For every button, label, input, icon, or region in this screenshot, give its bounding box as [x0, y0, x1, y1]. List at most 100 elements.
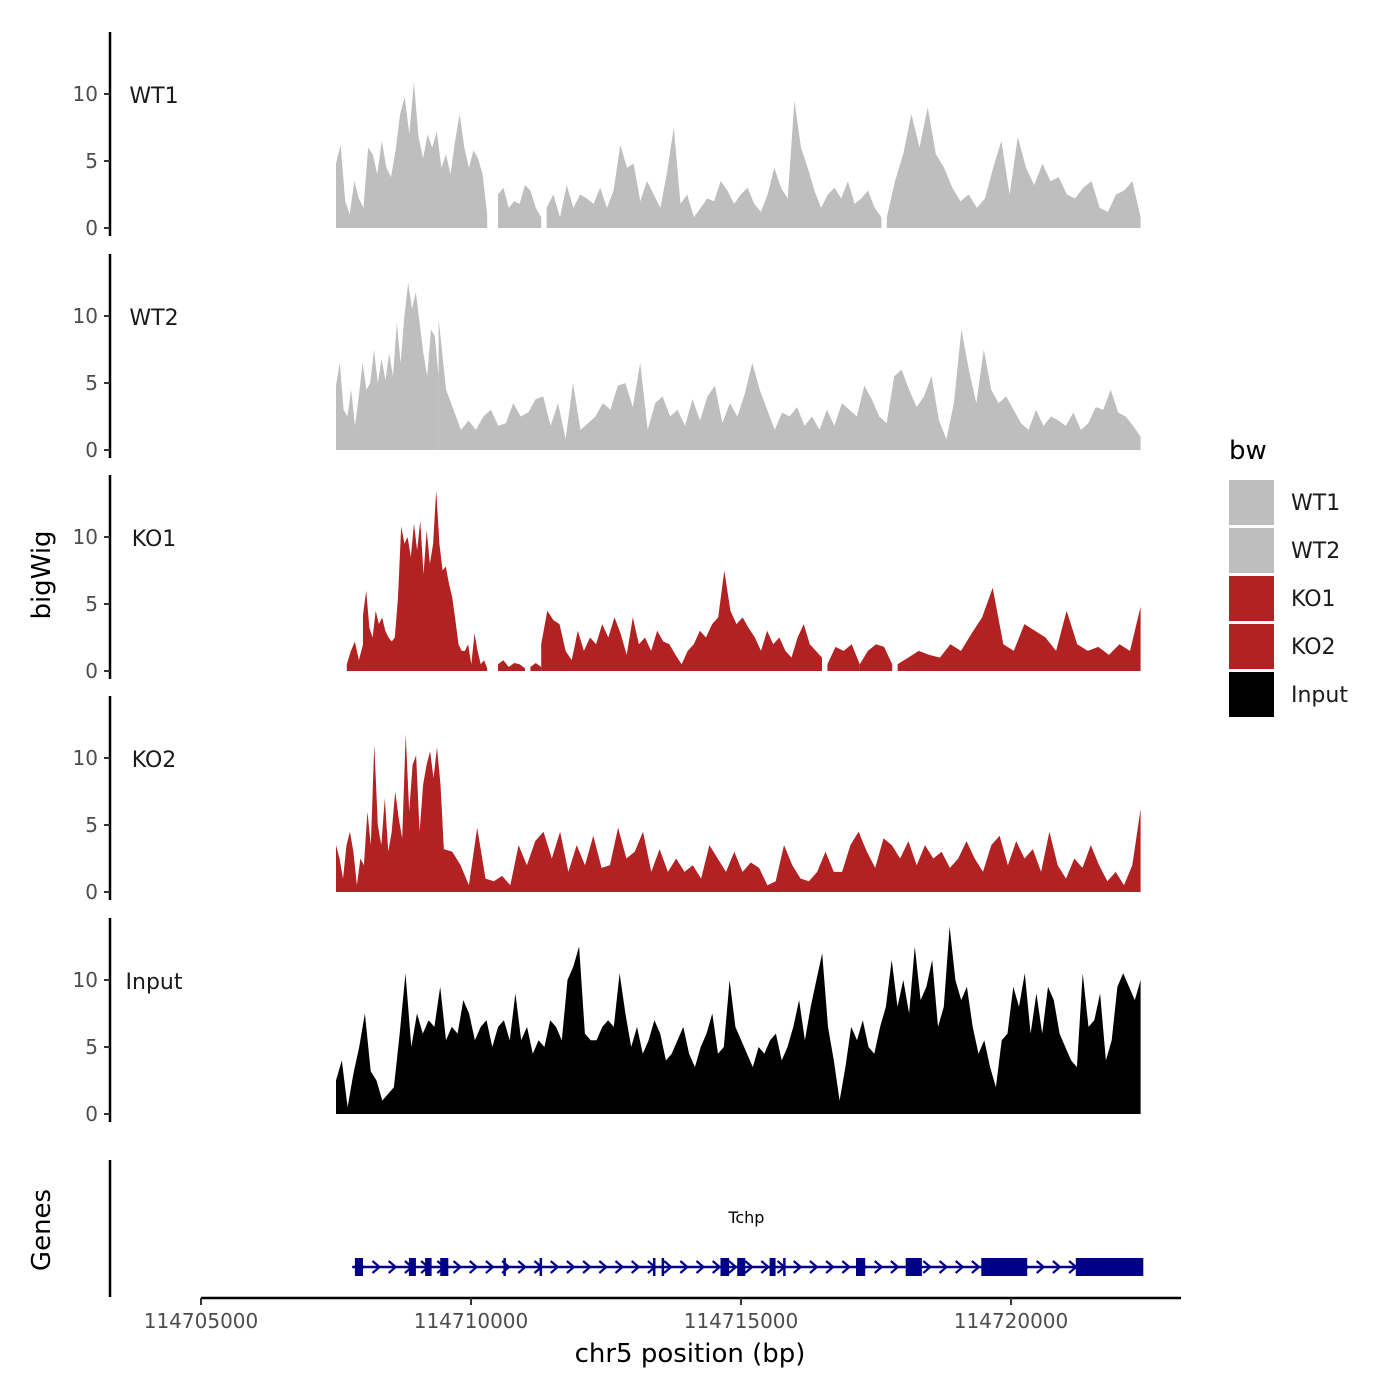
track-label-ko2: KO2 [132, 748, 177, 773]
x-tick-label-3: 114720000 [954, 1309, 1069, 1333]
x-tick-label-0: 114705000 [144, 1309, 259, 1333]
signal-area-wt1-1 [498, 185, 542, 228]
signal-area-ko1-6 [859, 644, 893, 671]
legend-swatch-ko2 [1229, 624, 1274, 669]
strand-arrow [630, 1260, 641, 1274]
x-tick-label-2: 114715000 [684, 1309, 799, 1333]
y-tick-label-wt2-5: 5 [85, 371, 98, 395]
strand-arrow [1035, 1260, 1046, 1274]
strand-arrow [711, 1260, 722, 1274]
track-ko2: 0 5 10 KO2 [73, 696, 1141, 904]
y-tick-label-wt2-0: 0 [85, 438, 98, 462]
exon-7 [652, 1258, 656, 1276]
signal-area-ko1-0 [346, 641, 363, 671]
signal-area-ko1-7 [897, 587, 1141, 671]
legend-label-ko1: KO1 [1291, 587, 1336, 612]
strand-arrow [582, 1260, 592, 1274]
strand-arrow [873, 1260, 884, 1274]
track-label-wt2: WT2 [129, 306, 178, 331]
signal-area-ko1-4 [541, 570, 822, 671]
strand-arrow [679, 1260, 689, 1274]
y-tick-label-wt2-10: 10 [73, 304, 98, 328]
signal-area-ko2-0 [336, 733, 444, 892]
legend-swatch-wt1 [1229, 480, 1274, 525]
signal-area-input-0 [336, 926, 1141, 1114]
legend: bw WT1 WT2 KO1 KO2 Input [1229, 436, 1348, 717]
y-tick-label-ko2-0: 0 [85, 880, 98, 904]
strand-arrow [954, 1260, 965, 1274]
signal-area-ko1-1 [363, 490, 488, 671]
track-label-input: Input [126, 970, 183, 995]
y-tick-label-wt1-5: 5 [85, 149, 98, 173]
strand-arrow [549, 1260, 560, 1274]
strand-arrow [387, 1260, 398, 1274]
signal-area-wt2-0 [336, 282, 439, 450]
signal-area-ko1-5 [827, 644, 860, 671]
strand-arrow [517, 1260, 527, 1274]
strand-arrow [371, 1260, 382, 1274]
legend-label-wt1: WT1 [1291, 491, 1340, 516]
exon-3 [425, 1258, 432, 1276]
signal-area-wt1-0 [336, 81, 488, 229]
y-tick-label-input-5: 5 [85, 1035, 98, 1059]
strand-arrow [598, 1260, 608, 1274]
y-axis-title: bigWig [27, 530, 57, 619]
x-axis-title: chr5 position (bp) [575, 1339, 806, 1369]
gene-name-label: Tchp [727, 1208, 764, 1227]
track-input: 0 5 10 Input [73, 918, 1141, 1126]
x-tick-label-1: 114710000 [414, 1309, 529, 1333]
signal-tracks: 0 5 10 WT1 0 5 10 WT2 0 5 10 KO1 0 5 10 KO2 0 5 10 Input [73, 32, 1141, 1126]
track-wt2: 0 5 10 WT2 [73, 254, 1141, 462]
exon-1 [354, 1258, 363, 1276]
legend-swatch-ko1 [1229, 576, 1274, 621]
exon-14 [905, 1258, 922, 1276]
exon-4 [440, 1258, 449, 1276]
exon-9 [720, 1258, 730, 1276]
signal-area-ko1-2 [498, 660, 525, 671]
y-tick-label-input-0: 0 [85, 1102, 98, 1126]
strand-arrow [663, 1260, 673, 1274]
strand-arrow [695, 1260, 706, 1274]
y-tick-label-wt1-10: 10 [73, 82, 98, 106]
exon-6 [539, 1258, 543, 1276]
legend-swatch-input [1229, 672, 1274, 717]
signal-area-wt1-3 [886, 107, 1141, 228]
track-ko1: 0 5 10 KO1 [73, 475, 1141, 683]
track-label-wt1: WT1 [129, 84, 178, 109]
exon-13 [856, 1258, 866, 1276]
exon-2 [408, 1258, 416, 1276]
strand-arrow [566, 1260, 576, 1274]
signal-area-wt1-2 [546, 100, 882, 228]
strand-arrow [760, 1260, 770, 1274]
strand-arrow [938, 1260, 949, 1274]
strand-arrow [1052, 1260, 1062, 1274]
signal-area-wt2-1 [438, 318, 1141, 450]
strand-arrow [728, 1260, 738, 1274]
strand-arrow [468, 1260, 479, 1274]
strand-arrow [890, 1260, 900, 1274]
strand-arrow [841, 1260, 851, 1274]
legend-swatch-wt2 [1229, 528, 1274, 573]
strand-arrow [452, 1260, 463, 1274]
exon-5 [503, 1258, 506, 1276]
strand-arrow [485, 1260, 495, 1274]
exon-8 [661, 1258, 665, 1276]
y-tick-label-ko1-10: 10 [73, 525, 98, 549]
gene-panel: Tchp [108, 1160, 1144, 1297]
y-tick-label-wt1-0: 0 [85, 216, 98, 240]
y-tick-label-ko2-10: 10 [73, 746, 98, 770]
gene-panel-title: Genes [27, 1189, 57, 1271]
signal-area-ko2-1 [444, 808, 1141, 892]
exon-10 [737, 1258, 746, 1276]
track-wt1: 0 5 10 WT1 [73, 32, 1141, 240]
exon-15 [981, 1258, 1028, 1276]
y-tick-label-ko1-5: 5 [85, 592, 98, 616]
exon-11 [769, 1258, 776, 1276]
legend-label-input: Input [1291, 683, 1348, 708]
strand-arrow [825, 1260, 835, 1274]
y-tick-label-input-10: 10 [73, 968, 98, 992]
y-tick-label-ko1-0: 0 [85, 659, 98, 683]
strand-arrow [792, 1260, 803, 1274]
legend-label-wt2: WT2 [1291, 539, 1340, 564]
